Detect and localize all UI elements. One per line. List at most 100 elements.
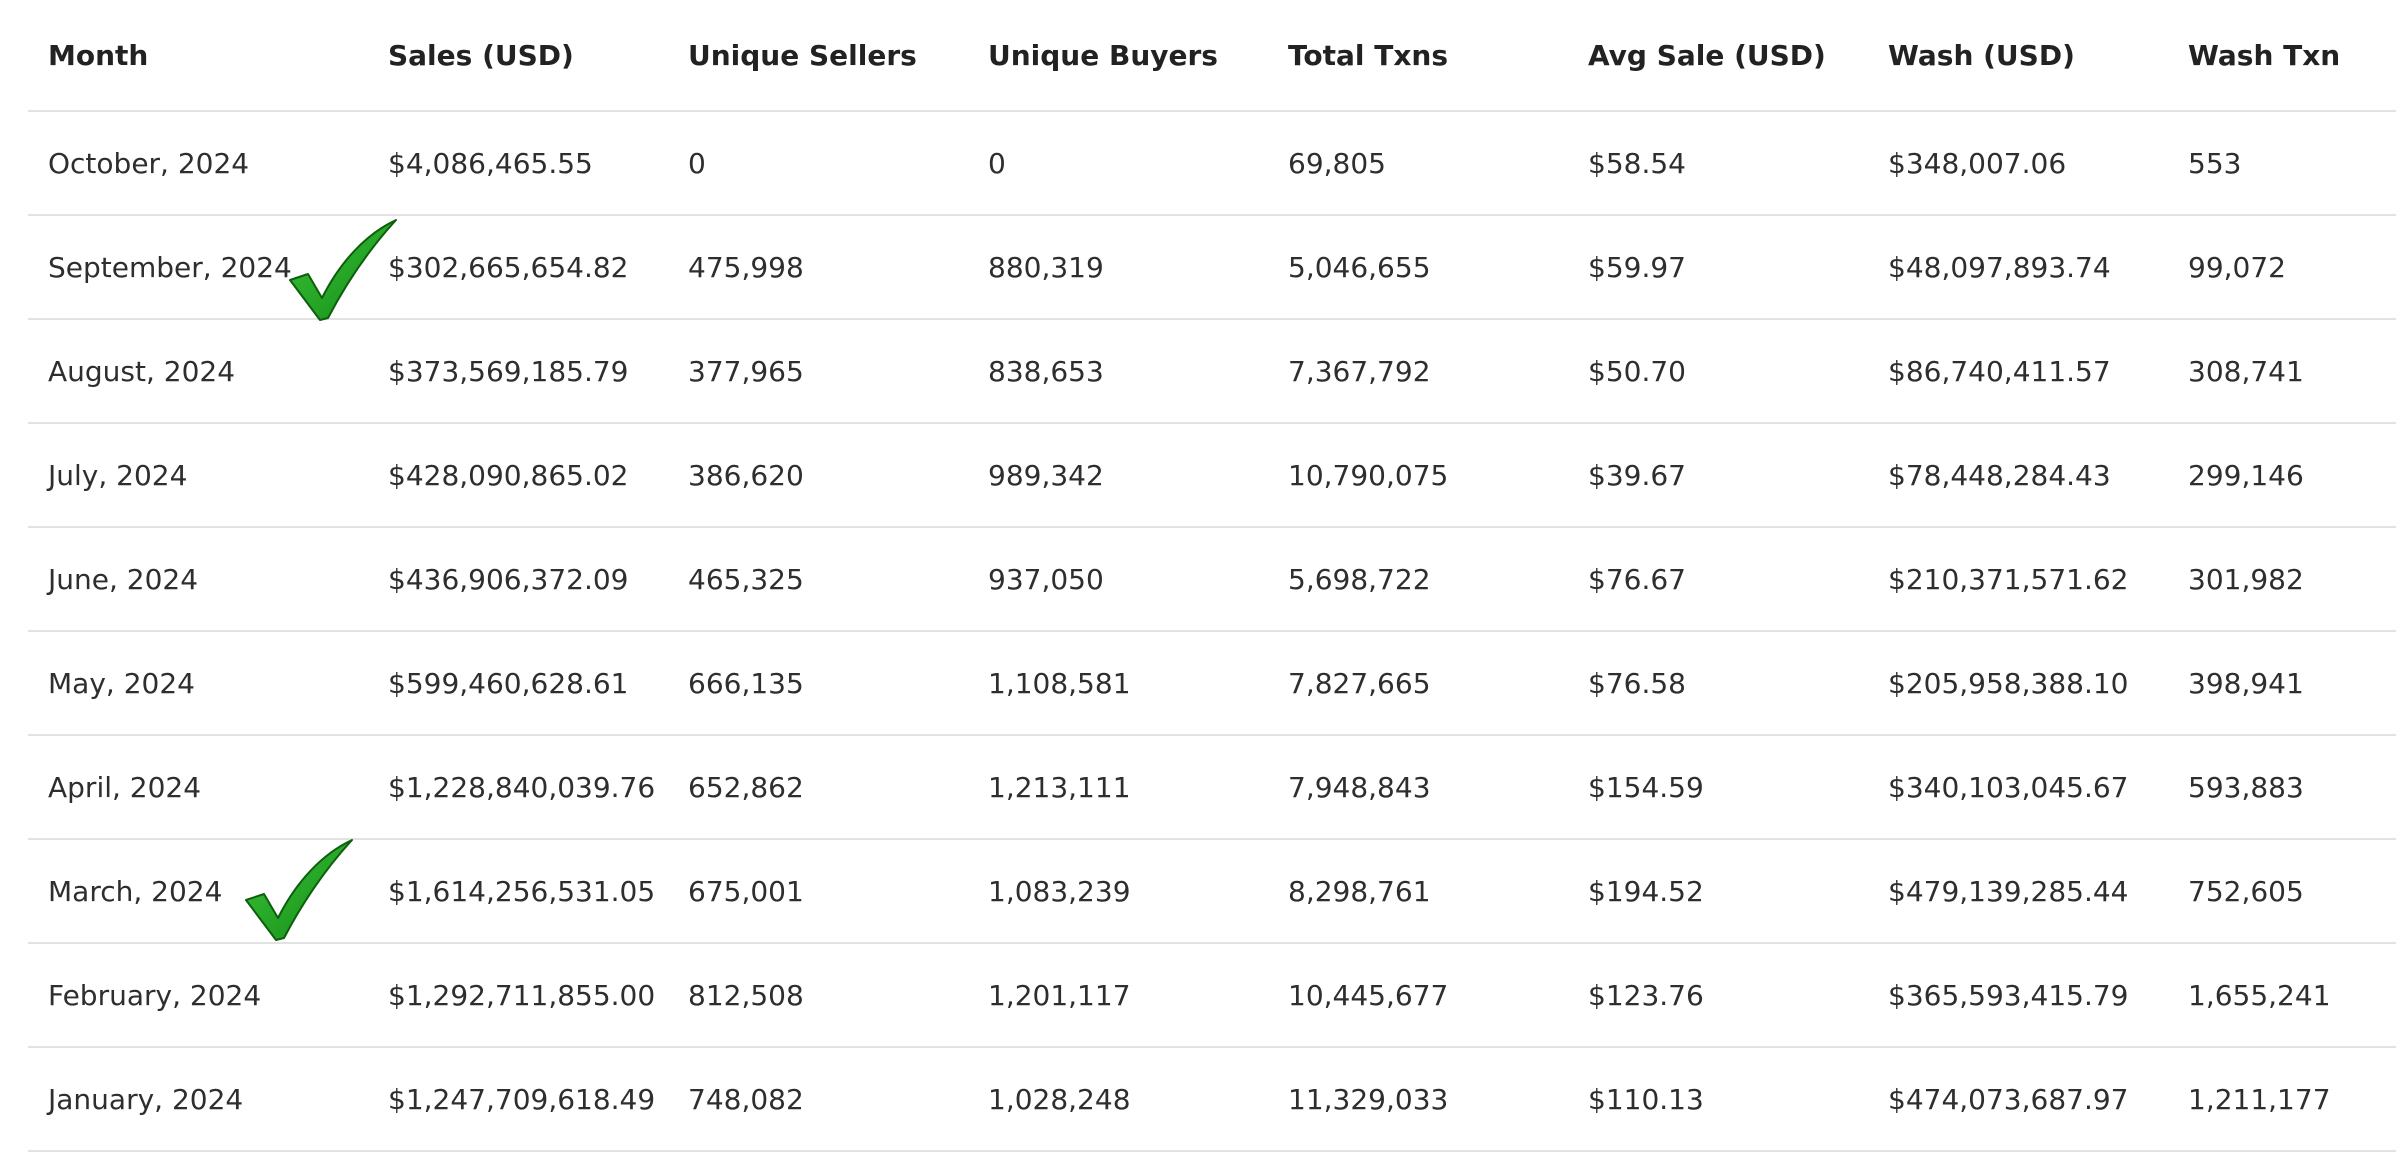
cell-avg-sale: $39.67 [1568,423,1868,528]
cell-avg-sale: $76.58 [1568,631,1868,736]
header-row: Month Sales (USD) Unique Sellers Unique … [28,0,2396,112]
column-header-sales[interactable]: Sales (USD) [368,0,668,112]
table-row: March, 2024 $1,614,256,531.05 675,001 1,… [28,839,2396,944]
cell-month: January, 2024 [28,1047,368,1152]
cell-unique-buyers: 838,653 [968,319,1268,424]
cell-sales: $1,292,711,855.00 [368,943,668,1048]
cell-wash-txn: 308,741 [2168,319,2396,424]
cell-avg-sale: $58.54 [1568,111,1868,216]
table-row: June, 2024 $436,906,372.09 465,325 937,0… [28,527,2396,632]
cell-wash-usd: $210,371,571.62 [1868,527,2168,632]
cell-wash-txn: 301,982 [2168,527,2396,632]
cell-month: February, 2024 [28,943,368,1048]
cell-avg-sale: $50.70 [1568,319,1868,424]
cell-unique-sellers: 675,001 [668,839,968,944]
table-row: September, 2024 $302,665,654.82 475,998 … [28,215,2396,320]
column-header-avg-sale[interactable]: Avg Sale (USD) [1568,0,1868,112]
cell-month: April, 2024 [28,735,368,840]
cell-total-txns: 11,329,033 [1268,1047,1568,1152]
cell-unique-sellers: 652,862 [668,735,968,840]
table-row: February, 2024 $1,292,711,855.00 812,508… [28,943,2396,1048]
cell-avg-sale: $110.13 [1568,1047,1868,1152]
cell-wash-txn: 1,655,241 [2168,943,2396,1048]
column-header-month[interactable]: Month [28,0,368,112]
cell-month: September, 2024 [28,215,368,320]
cell-unique-buyers: 0 [968,111,1268,216]
cell-wash-usd: $348,007.06 [1868,111,2168,216]
cell-total-txns: 5,698,722 [1268,527,1568,632]
cell-total-txns: 7,367,792 [1268,319,1568,424]
cell-sales: $1,228,840,039.76 [368,735,668,840]
table-row: April, 2024 $1,228,840,039.76 652,862 1,… [28,735,2396,840]
table-row: October, 2024 $4,086,465.55 0 0 69,805 $… [28,111,2396,216]
cell-wash-usd: $365,593,415.79 [1868,943,2168,1048]
cell-wash-usd: $474,073,687.97 [1868,1047,2168,1152]
cell-total-txns: 10,790,075 [1268,423,1568,528]
column-header-unique-buyers[interactable]: Unique Buyers [968,0,1268,112]
cell-wash-txn: 1,211,177 [2168,1047,2396,1152]
cell-total-txns: 7,948,843 [1268,735,1568,840]
cell-month: August, 2024 [28,319,368,424]
cell-sales: $428,090,865.02 [368,423,668,528]
cell-avg-sale: $194.52 [1568,839,1868,944]
cell-wash-usd: $340,103,045.67 [1868,735,2168,840]
cell-sales: $373,569,185.79 [368,319,668,424]
column-header-wash-usd[interactable]: Wash (USD) [1868,0,2168,112]
cell-wash-usd: $86,740,411.57 [1868,319,2168,424]
cell-total-txns: 69,805 [1268,111,1568,216]
cell-month: October, 2024 [28,111,368,216]
cell-unique-sellers: 377,965 [668,319,968,424]
cell-total-txns: 10,445,677 [1268,943,1568,1048]
cell-unique-sellers: 386,620 [668,423,968,528]
cell-unique-buyers: 1,028,248 [968,1047,1268,1152]
cell-unique-sellers: 812,508 [668,943,968,1048]
cell-sales: $599,460,628.61 [368,631,668,736]
cell-sales: $436,906,372.09 [368,527,668,632]
cell-unique-sellers: 666,135 [668,631,968,736]
cell-month: May, 2024 [28,631,368,736]
cell-wash-txn: 752,605 [2168,839,2396,944]
cell-wash-usd: $48,097,893.74 [1868,215,2168,320]
cell-unique-buyers: 1,201,117 [968,943,1268,1048]
cell-wash-usd: $205,958,388.10 [1868,631,2168,736]
cell-unique-sellers: 748,082 [668,1047,968,1152]
cell-wash-txn: 398,941 [2168,631,2396,736]
cell-unique-sellers: 475,998 [668,215,968,320]
cell-unique-buyers: 1,213,111 [968,735,1268,840]
cell-sales: $302,665,654.82 [368,215,668,320]
cell-wash-usd: $479,139,285.44 [1868,839,2168,944]
cell-month: March, 2024 [28,839,368,944]
cell-month: June, 2024 [28,527,368,632]
cell-sales: $1,247,709,618.49 [368,1047,668,1152]
cell-total-txns: 7,827,665 [1268,631,1568,736]
cell-month: July, 2024 [28,423,368,528]
cell-unique-buyers: 880,319 [968,215,1268,320]
table-body: October, 2024 $4,086,465.55 0 0 69,805 $… [28,111,2396,1152]
cell-unique-buyers: 1,108,581 [968,631,1268,736]
cell-unique-sellers: 0 [668,111,968,216]
cell-sales: $4,086,465.55 [368,111,668,216]
cell-avg-sale: $76.67 [1568,527,1868,632]
cell-avg-sale: $59.97 [1568,215,1868,320]
table-row: July, 2024 $428,090,865.02 386,620 989,3… [28,423,2396,528]
column-header-total-txns[interactable]: Total Txns [1268,0,1568,112]
cell-total-txns: 8,298,761 [1268,839,1568,944]
table-header: Month Sales (USD) Unique Sellers Unique … [28,0,2396,112]
monthly-sales-table-container: Month Sales (USD) Unique Sellers Unique … [28,0,2396,1152]
column-header-wash-txn[interactable]: Wash Txn [2168,0,2396,112]
monthly-sales-table: Month Sales (USD) Unique Sellers Unique … [28,0,2396,1152]
cell-wash-txn: 553 [2168,111,2396,216]
cell-sales: $1,614,256,531.05 [368,839,668,944]
cell-wash-txn: 593,883 [2168,735,2396,840]
table-row: August, 2024 $373,569,185.79 377,965 838… [28,319,2396,424]
cell-unique-buyers: 937,050 [968,527,1268,632]
table-row: January, 2024 $1,247,709,618.49 748,082 … [28,1047,2396,1152]
cell-wash-txn: 99,072 [2168,215,2396,320]
cell-unique-buyers: 989,342 [968,423,1268,528]
cell-avg-sale: $123.76 [1568,943,1868,1048]
cell-wash-usd: $78,448,284.43 [1868,423,2168,528]
cell-unique-buyers: 1,083,239 [968,839,1268,944]
cell-unique-sellers: 465,325 [668,527,968,632]
column-header-unique-sellers[interactable]: Unique Sellers [668,0,968,112]
cell-avg-sale: $154.59 [1568,735,1868,840]
